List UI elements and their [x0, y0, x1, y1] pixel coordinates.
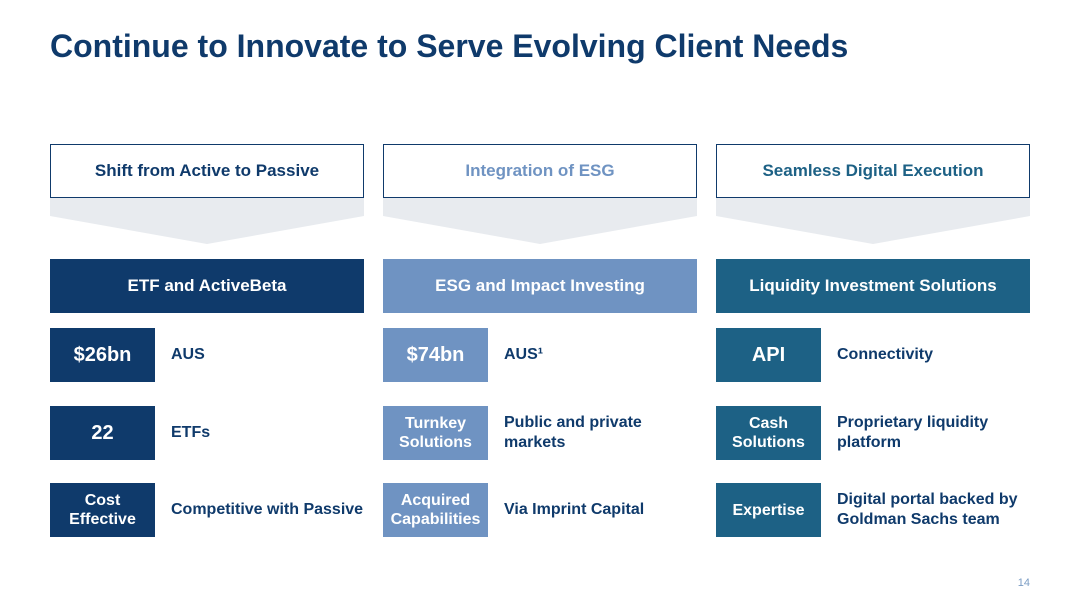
page-title: Continue to Innovate to Serve Evolving C… — [50, 28, 849, 64]
metric-tile: API — [716, 328, 821, 382]
page-number: 14 — [1017, 577, 1030, 589]
column-header: Shift from Active to Passive — [50, 144, 364, 198]
metric-description: Connectivity — [837, 346, 934, 363]
metric-tile: Turnkey Solutions — [383, 406, 488, 460]
list-item: Acquired Capabilities Via Imprint Capita… — [383, 483, 697, 537]
metric-description: Competitive with Passive — [171, 501, 364, 518]
column-header: Integration of ESG — [383, 144, 697, 198]
metric-tile: Acquired Capabilities — [383, 483, 488, 537]
list-item: Cost Effective Competitive with Passive — [50, 483, 364, 537]
list-item: $74bn AUS¹ — [383, 328, 697, 382]
metric-description: AUS¹ — [504, 346, 544, 363]
chevron-down-icon — [383, 198, 697, 244]
metric-description: Digital portal backed by Goldman Sachs t… — [837, 491, 1018, 528]
list-item: Cash Solutions Proprietary liquidity pla… — [716, 406, 1030, 460]
column-banner: ESG and Impact Investing — [383, 259, 697, 313]
metric-tile: Expertise — [716, 483, 821, 537]
metric-description: Public and private markets — [504, 414, 642, 451]
metric-description: Proprietary liquidity platform — [837, 414, 989, 451]
column-header: Seamless Digital Execution — [716, 144, 1030, 198]
list-item: $26bn AUS — [50, 328, 364, 382]
list-item: Expertise Digital portal backed by Goldm… — [716, 483, 1030, 537]
metric-tile: Cash Solutions — [716, 406, 821, 460]
metric-tile: 22 — [50, 406, 155, 460]
column-esg: Integration of ESG ESG and Impact Invest… — [383, 144, 697, 537]
metric-tile: $26bn — [50, 328, 155, 382]
chevron-down-icon — [50, 198, 364, 244]
metric-description: AUS — [171, 346, 205, 363]
chevron-down-icon — [716, 198, 1030, 244]
list-item: 22 ETFs — [50, 406, 364, 460]
list-item: API Connectivity — [716, 328, 1030, 382]
metric-description: ETFs — [171, 424, 211, 441]
column-digital: Seamless Digital Execution Liquidity Inv… — [716, 144, 1030, 537]
column-active-passive: Shift from Active to Passive ETF and Act… — [50, 144, 364, 537]
list-item: Turnkey Solutions Public and private mar… — [383, 406, 697, 460]
metric-description: Via Imprint Capital — [504, 501, 645, 518]
column-banner: Liquidity Investment Solutions — [716, 259, 1030, 313]
metric-tile: Cost Effective — [50, 483, 155, 537]
column-banner: ETF and ActiveBeta — [50, 259, 364, 313]
metric-tile: $74bn — [383, 328, 488, 382]
